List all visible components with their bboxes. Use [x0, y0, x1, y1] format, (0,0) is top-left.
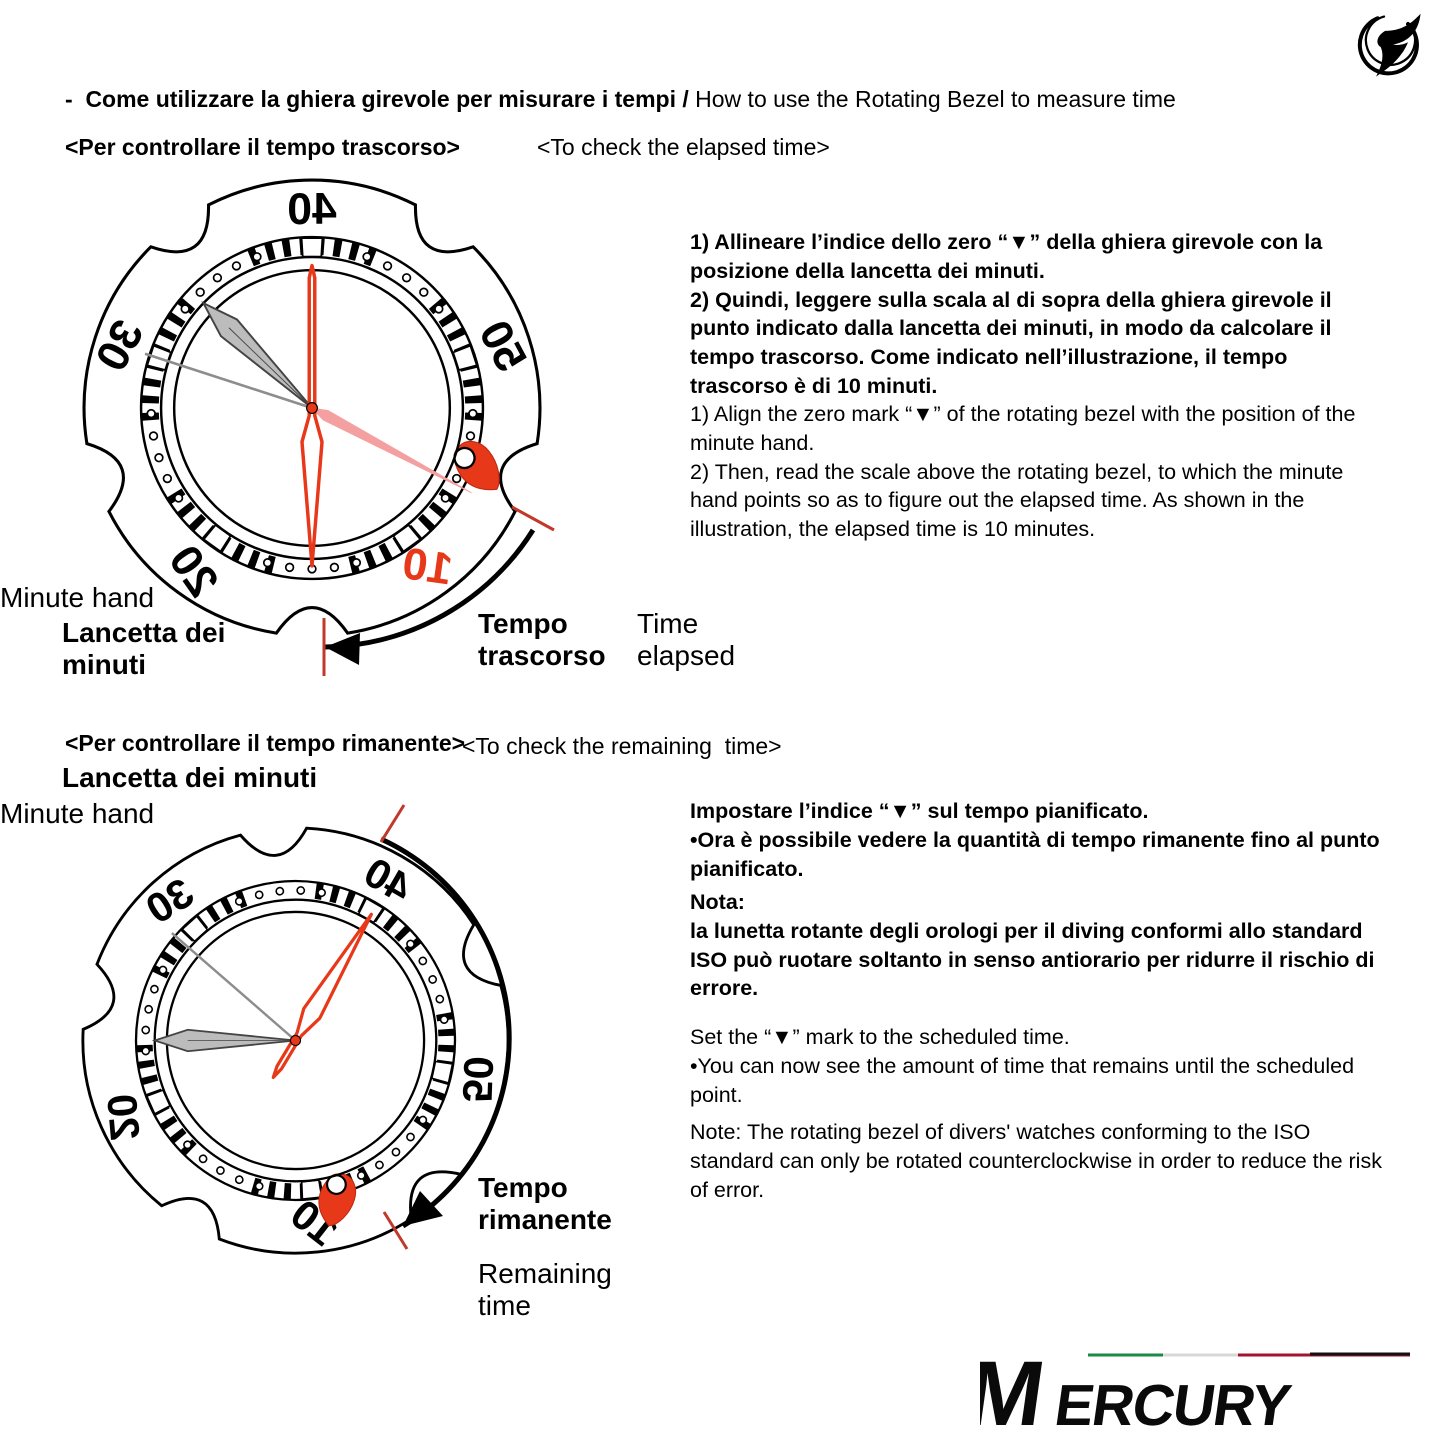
svg-text:M: M: [980, 1345, 1047, 1435]
svg-text:ERCURY: ERCURY: [1051, 1373, 1294, 1435]
